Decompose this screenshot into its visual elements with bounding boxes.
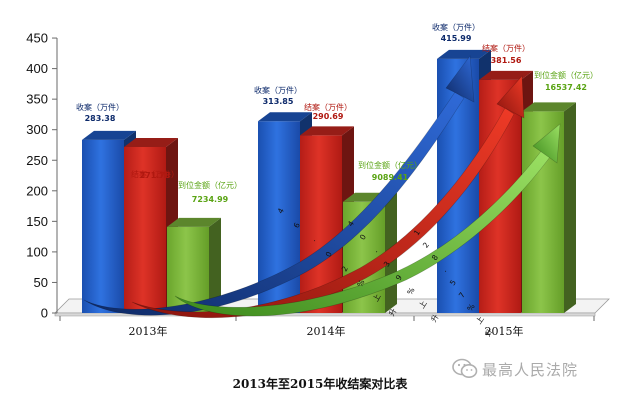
arrow-label-char: 7 <box>457 290 467 299</box>
y-tick-label: 350 <box>26 92 48 107</box>
x-tick-label: 2014年 <box>307 324 346 338</box>
arrow-label-char: % <box>465 302 476 313</box>
y-tick-label: 150 <box>26 214 48 229</box>
bar-top <box>437 49 491 59</box>
bar-side <box>564 102 576 314</box>
y-tick-label: 250 <box>26 153 48 168</box>
data-label: 271.78 <box>140 171 171 180</box>
arrow-label-char: . <box>308 237 317 243</box>
trend-arrow-green <box>174 123 561 317</box>
data-label: 290.69 <box>313 112 344 121</box>
bar-front <box>82 139 124 313</box>
series-name-label: 到位金额（亿元） <box>534 70 598 80</box>
y-tick-label: 400 <box>26 61 48 76</box>
trend-label-green: 128.57%上升 <box>412 228 495 338</box>
arrow-label-char: . <box>440 267 449 274</box>
arrow-head <box>496 75 525 119</box>
bar-top <box>522 102 576 112</box>
arrow-label-char: 上 <box>417 299 429 311</box>
series-name-label: 结案（万件） <box>131 169 179 179</box>
arrow-body <box>83 91 465 316</box>
trend-arrow-blue <box>83 55 475 316</box>
y-tick-label: 50 <box>34 275 48 290</box>
series-name-label: 收案（万件） <box>432 22 480 32</box>
series-name-label: 收案（万件） <box>254 85 302 95</box>
arrow-label-char: 9 <box>394 273 404 282</box>
arrow-label-char: 4 <box>346 219 356 228</box>
data-label: 381.56 <box>491 56 522 65</box>
arrow-label-char: 5 <box>448 278 458 287</box>
arrow-label-char: 4 <box>276 206 286 215</box>
arrow-label-char: 1 <box>412 228 422 237</box>
arrow-label-char: 0 <box>324 250 334 259</box>
bar-top <box>124 137 178 147</box>
data-label: 283.38 <box>85 114 116 123</box>
arrow-label-char: % <box>405 286 416 297</box>
y-tick-label: 450 <box>26 31 48 46</box>
arrow-head <box>532 123 561 164</box>
x-tick-label: 2015年 <box>485 324 524 338</box>
arrow-label-char: 上 <box>371 292 383 303</box>
arrow-label-char: 0 <box>358 233 368 242</box>
arrow-label-char: 升 <box>387 306 399 317</box>
series-name-label: 到位金额（亿元） <box>358 160 422 170</box>
arrow-label-char: 上 <box>474 314 486 326</box>
bar-front <box>167 226 209 313</box>
trend-label-blue: 46.02%上升 <box>276 206 399 317</box>
x-tick-label: 2013年 <box>129 324 168 338</box>
bar-top <box>479 70 533 80</box>
arrow-label-char: 2 <box>340 264 350 273</box>
arrow-label-char: 8 <box>430 253 440 262</box>
arrow-label-char: 升 <box>483 327 495 339</box>
data-label: 16537.42 <box>545 83 587 92</box>
y-tick-label: 100 <box>26 244 48 259</box>
data-label: 9089.41 <box>372 173 409 182</box>
bar-2-0 <box>167 217 221 313</box>
arrow-label-char: . <box>370 247 379 254</box>
series-name-label: 结案（万件） <box>304 102 352 112</box>
bar-side <box>209 217 221 313</box>
data-label: 415.99 <box>441 34 472 43</box>
series-name-label: 收案（万件） <box>76 102 124 112</box>
chart-title: 2013年至2015年收结案对比表 <box>232 377 408 391</box>
arrow-label-char: 3 <box>382 260 392 269</box>
data-label: 313.85 <box>263 97 294 106</box>
arrow-label-char: 2 <box>421 240 431 249</box>
y-tick-label: 200 <box>26 183 48 198</box>
bar-front <box>124 146 166 313</box>
watermark: 最高人民法院 <box>452 358 578 380</box>
arrow-label-char: 升 <box>429 312 441 324</box>
bar-top <box>258 112 312 122</box>
series-name-label: 到位金额（亿元） <box>178 180 242 190</box>
bar-top <box>82 130 136 140</box>
bar-top <box>300 126 354 136</box>
y-tick-label: 0 <box>41 306 48 321</box>
wechat-icon <box>452 358 478 378</box>
data-label: 7234.99 <box>192 195 229 204</box>
arrow-head <box>445 55 475 103</box>
series-name-label: 结案（万件） <box>482 43 530 53</box>
watermark-text: 最高人民法院 <box>482 360 579 379</box>
y-tick-label: 300 <box>26 122 48 137</box>
bar-top <box>167 217 221 227</box>
trend-label-red: 40.39%上升 <box>346 219 441 324</box>
arrow-label-char: % <box>355 278 366 289</box>
arrow-label-char: 6 <box>292 221 302 230</box>
